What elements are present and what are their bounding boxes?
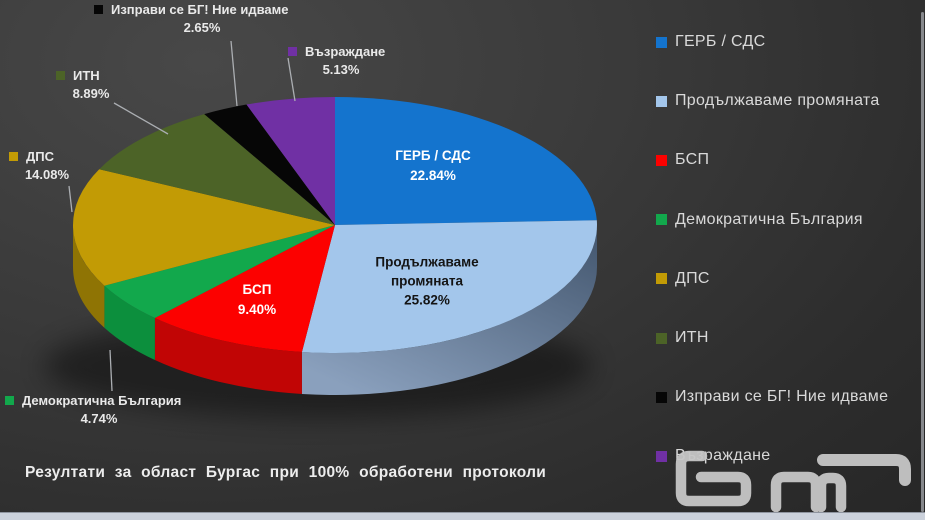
slice-percent: 25.82% xyxy=(404,292,450,308)
leader-line-5 xyxy=(113,102,169,135)
pie-data-label-outside: Демократична България 4.74% xyxy=(5,393,193,426)
legend-item: Демократична България xyxy=(656,211,863,229)
slice-name: Изправи се БГ! Ние идваме xyxy=(111,2,289,17)
legend-item: БСП xyxy=(656,151,709,169)
slice-swatch xyxy=(56,71,65,80)
legend-swatch xyxy=(656,273,667,285)
leader-line-3 xyxy=(109,349,113,392)
pie-slice-side-4 xyxy=(73,225,105,328)
slice-percent: 22.84% xyxy=(410,167,456,183)
legend-swatch xyxy=(656,214,667,226)
legend-swatch xyxy=(656,36,667,48)
pie-slice-4 xyxy=(72,169,335,286)
slice-name: Демократична България xyxy=(22,393,182,408)
pie-slice-0 xyxy=(335,97,597,225)
slice-swatch xyxy=(9,152,18,161)
slice-swatch xyxy=(5,396,14,405)
legend-item: ГЕРБ / СДС xyxy=(656,33,765,51)
slice-name: Възраждане xyxy=(305,44,386,59)
pie-slice-side-2 xyxy=(154,317,302,394)
slice-percent: 4.74% xyxy=(80,411,118,426)
slice-name: Продължаваме промяната xyxy=(375,254,479,289)
pie-data-label-outside: ИТН 8.89% xyxy=(56,68,126,101)
legend-label: ГЕРБ / СДС xyxy=(675,33,766,50)
pie-slice-3 xyxy=(104,225,335,318)
leader-line-7 xyxy=(287,57,296,102)
slice-percent: 8.89% xyxy=(72,86,110,101)
pie-data-label-inside: БСП 9.40% xyxy=(212,281,302,319)
legend-label: ИТН xyxy=(675,329,709,346)
pie-data-label-outside: ДПС 14.08% xyxy=(9,149,85,182)
slice-name: БСП xyxy=(242,281,272,297)
leader-line-4 xyxy=(68,185,73,213)
slice-name: ДПС xyxy=(26,149,54,164)
leader-line-6 xyxy=(230,40,238,107)
legend-label: Демократична България xyxy=(675,210,863,228)
chart-caption: Резултати за област Бургас при 100% обра… xyxy=(25,464,547,481)
pie-data-label-outside: Възраждане 5.13% xyxy=(288,44,394,77)
slice-name: ИТН xyxy=(73,68,100,83)
slice-percent: 5.13% xyxy=(322,62,360,77)
pie-slice-2 xyxy=(154,225,335,352)
slice-swatch xyxy=(94,5,103,14)
legend-item: ДПС xyxy=(656,270,710,288)
pie-slice-7 xyxy=(246,97,335,225)
pie-slice-6 xyxy=(204,104,335,225)
pie-data-label-inside: ГЕРБ / СДС 22.84% xyxy=(368,147,498,185)
legend-label: Изправи се БГ! Ние идваме xyxy=(675,388,889,406)
slice-percent: 9.40% xyxy=(237,301,277,317)
legend-item: Изправи се БГ! Ние идваме xyxy=(656,388,888,406)
slice-swatch xyxy=(288,47,297,56)
slice-name: ГЕРБ / СДС xyxy=(395,147,471,163)
legend-swatch xyxy=(656,95,667,107)
page-edge xyxy=(0,512,925,520)
legend-swatch xyxy=(656,332,667,344)
pie-slice-side-3 xyxy=(104,285,155,360)
legend-label: БСП xyxy=(675,151,710,169)
legend-label: Възраждане xyxy=(675,447,771,465)
legend-swatch xyxy=(656,391,667,403)
pie-slice-1 xyxy=(301,220,597,354)
pie-slice-5 xyxy=(99,114,336,225)
pie-data-label-outside: Изправи се БГ! Ние идваме 2.65% xyxy=(94,2,310,35)
slice-percent: 2.65% xyxy=(183,20,221,35)
legend-item: Възраждане xyxy=(656,447,770,465)
legend-swatch xyxy=(656,154,667,166)
legend-item: ИТН xyxy=(656,329,709,347)
legend-label: ДПС xyxy=(675,269,710,287)
pie-slice-side-1 xyxy=(301,225,597,395)
legend: ГЕРБ / СДС Продължаваме промяната БСП Де… xyxy=(648,0,918,520)
legend-item: Продължаваме промяната xyxy=(656,92,880,110)
legend-swatch xyxy=(656,450,667,462)
slice-percent: 14.08% xyxy=(24,167,70,182)
scrollbar[interactable] xyxy=(921,12,924,512)
legend-label: Продължаваме промяната xyxy=(675,92,880,110)
pie-data-label-inside: Продължаваме промяната 25.82% xyxy=(352,254,502,311)
